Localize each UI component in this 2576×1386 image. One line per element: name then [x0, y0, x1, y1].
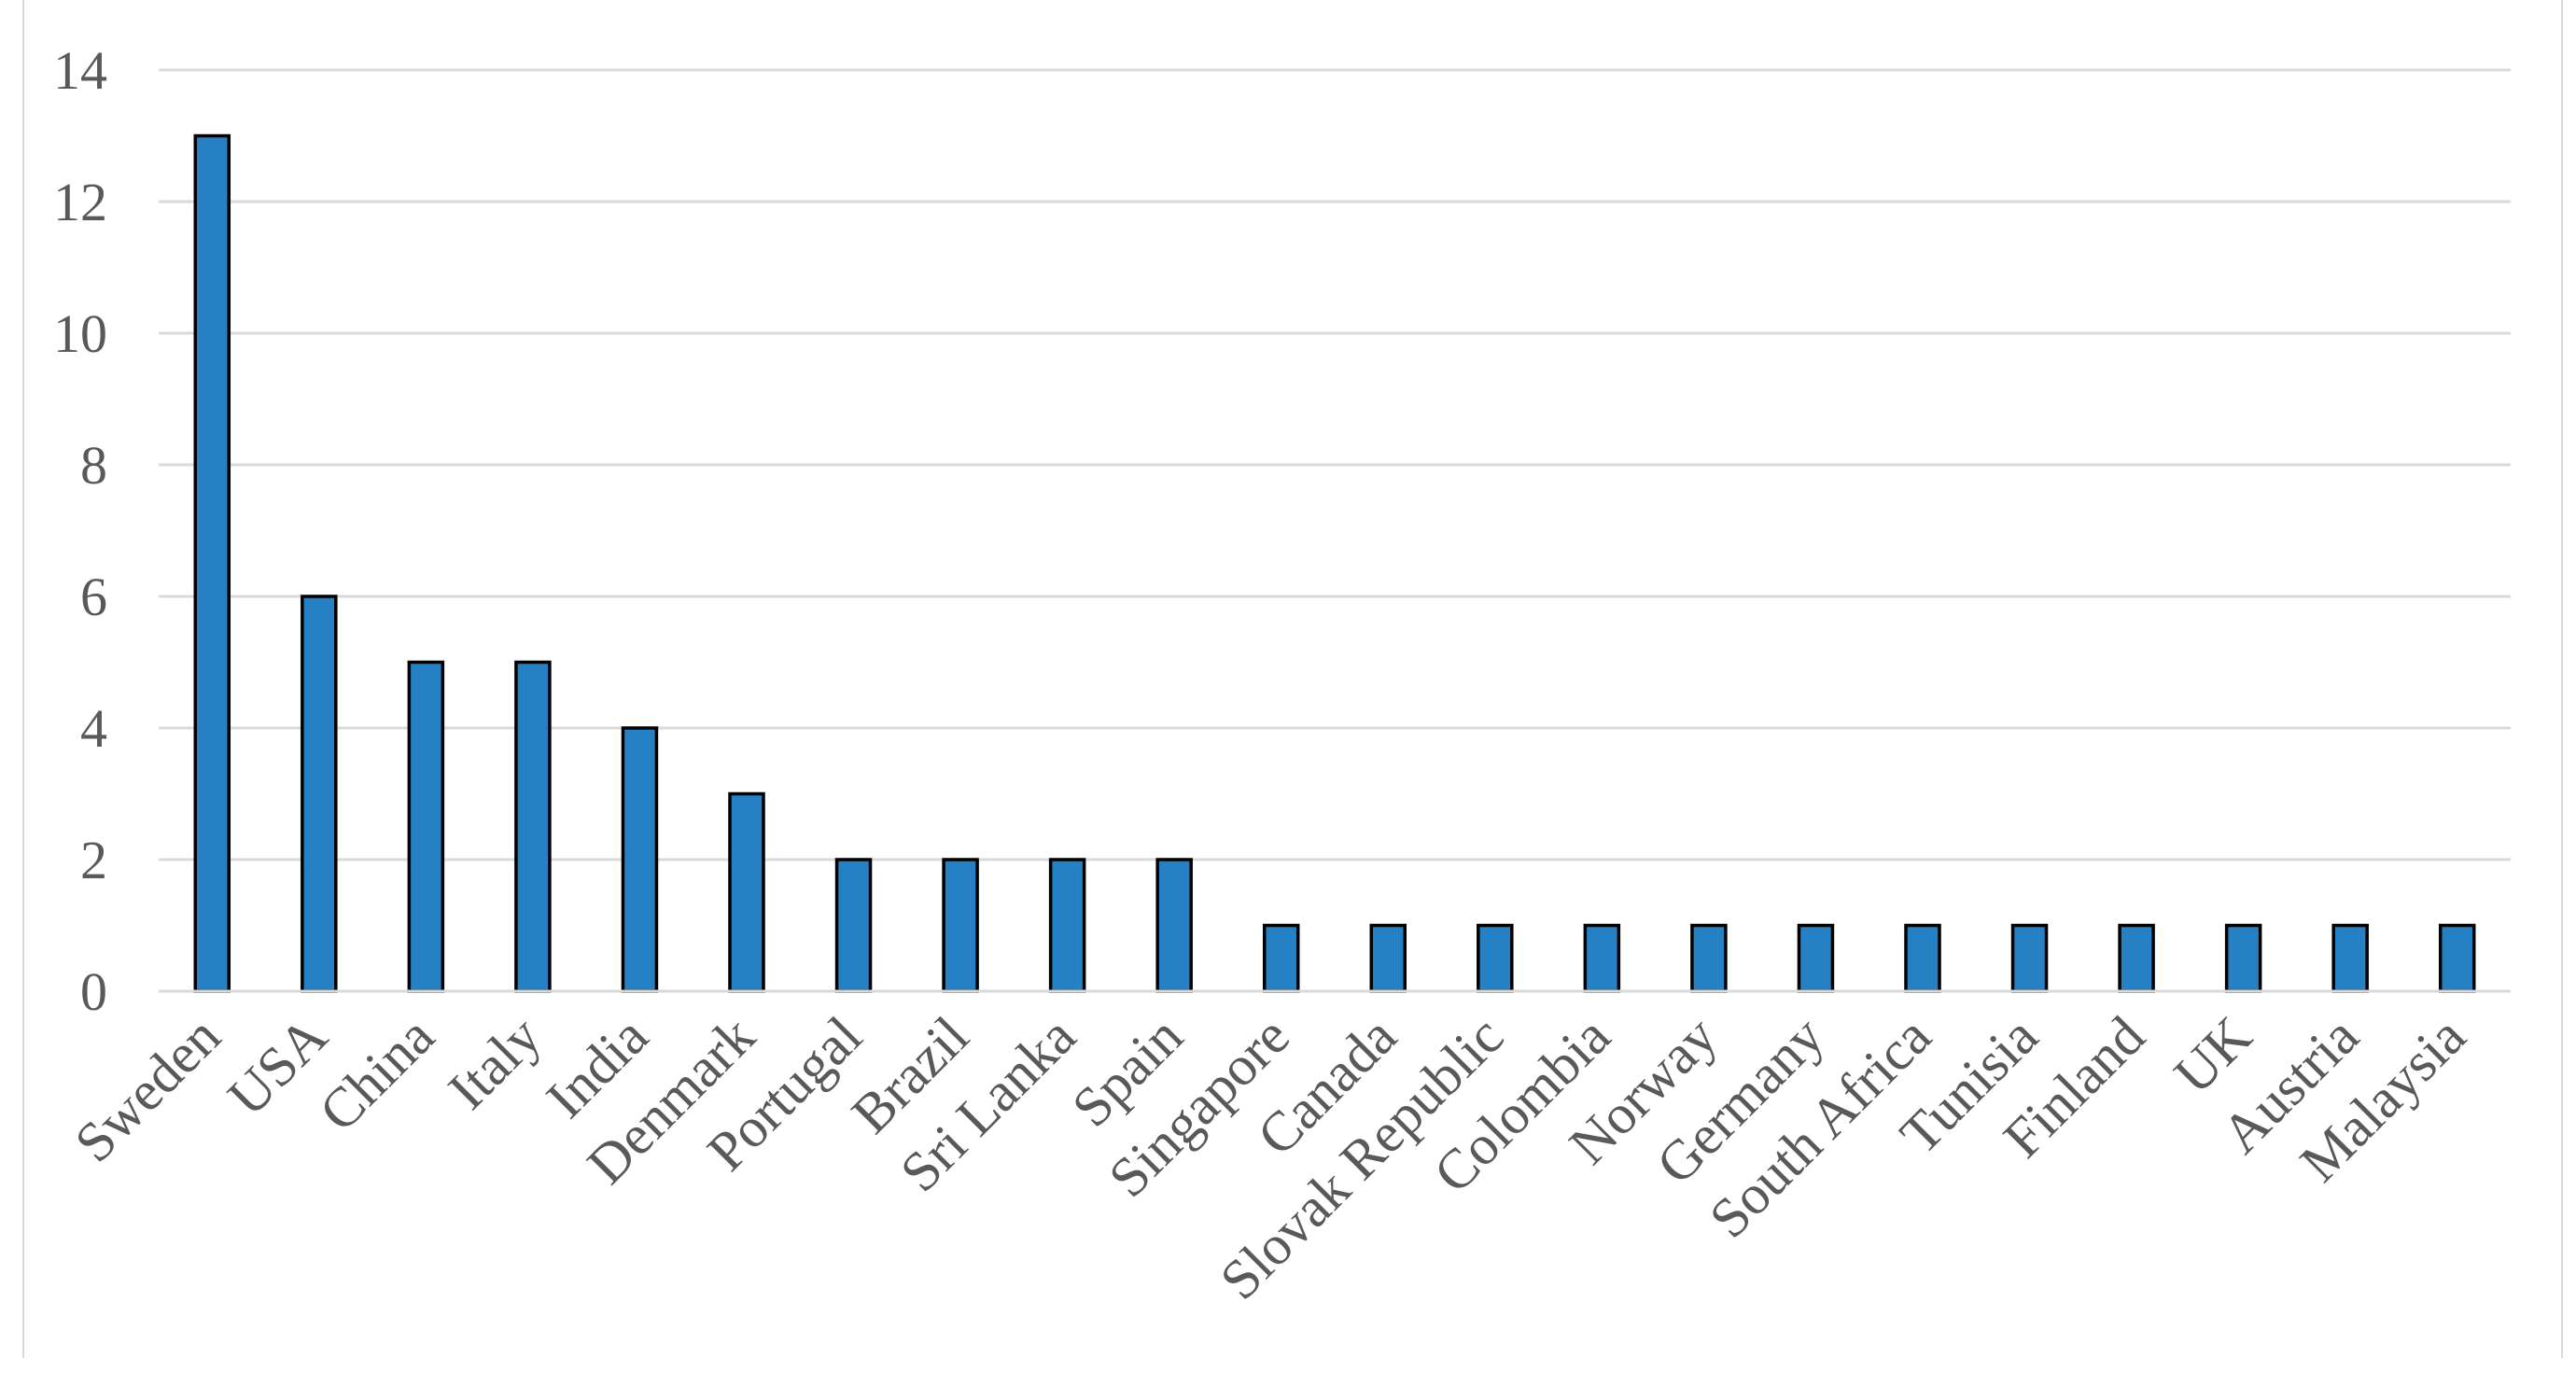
bar-uk — [2224, 923, 2262, 993]
y-tick-label: 8 — [80, 435, 107, 496]
y-tick-label: 6 — [80, 567, 107, 627]
bar-brazil — [942, 858, 979, 993]
bar-canada — [1369, 923, 1407, 993]
bar-denmark — [728, 791, 765, 993]
y-tick-label: 4 — [80, 698, 107, 759]
x-tick-label: Italy — [437, 1005, 553, 1121]
bar-singapore — [1262, 923, 1300, 993]
bars — [193, 133, 2476, 993]
bar-germany — [1797, 923, 1835, 993]
y-tick-label: 12 — [53, 172, 107, 232]
bar-norway — [1690, 923, 1728, 993]
bar-finland — [2118, 923, 2155, 993]
bar-spain — [1155, 858, 1193, 993]
bar-slovak-republic — [1477, 923, 1514, 993]
y-tick-label: 0 — [80, 961, 107, 1022]
y-tick-label: 14 — [53, 40, 107, 101]
bar-india — [621, 726, 659, 993]
bar-malaysia — [2438, 923, 2476, 993]
bar-tunisia — [2010, 923, 2049, 993]
bar-china — [407, 660, 445, 993]
y-tick-label: 10 — [53, 303, 107, 364]
gridlines — [159, 68, 2511, 861]
bar-usa — [301, 595, 338, 993]
bar-sweden — [193, 133, 231, 993]
bar-italy — [514, 660, 552, 993]
bar-portugal — [834, 858, 873, 993]
x-tick-label: Sweden — [63, 1005, 231, 1174]
y-tick-label: 2 — [80, 830, 107, 890]
bar-south-africa — [1904, 923, 1941, 993]
bar-sri-lanka — [1048, 858, 1086, 993]
x-tick-label: China — [308, 1005, 446, 1143]
y-axis-tick-labels: 0 2 4 6 8 10 12 14 — [53, 40, 107, 1022]
bar-austria — [2331, 923, 2369, 993]
bar-colombia — [1583, 923, 1621, 993]
x-axis-tick-labels: SwedenUSAChinaItalyIndiaDenmarkPortugalB… — [63, 1005, 2476, 1311]
